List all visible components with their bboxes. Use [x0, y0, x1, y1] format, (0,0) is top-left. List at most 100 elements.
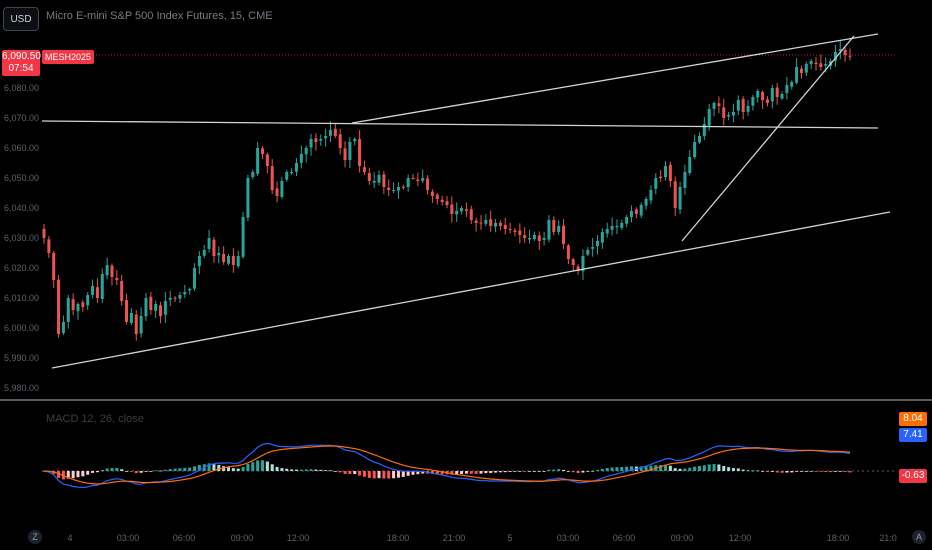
macd-histogram-bar [294, 469, 298, 471]
macd-histogram-bar [484, 471, 488, 474]
last-price-tag: 6,090.50 07:54 [2, 50, 41, 76]
candle-body [596, 241, 600, 247]
macd-histogram-bar [338, 471, 342, 473]
trendline-upper-channel[interactable] [351, 33, 879, 124]
macd-histogram-bar [178, 468, 182, 471]
macd-indicator-label[interactable]: MACD 12, 26, close [46, 413, 144, 425]
candle-body [489, 219, 493, 226]
macd-histogram-bar [494, 471, 498, 473]
price-tick-label: 6,060.00 [4, 143, 39, 153]
candle-body [523, 235, 527, 238]
candle-body [727, 115, 731, 117]
macd-histogram-bar [591, 470, 595, 472]
price-tick-label: 6,040.00 [4, 203, 39, 213]
time-tick-label: 06:00 [173, 533, 196, 543]
candle-body [552, 220, 556, 232]
macd-histogram-bar [833, 471, 837, 472]
macd-histogram-bar [163, 469, 167, 471]
time-axis[interactable]: 4 03:00 06:00 09:00 12:00 18:00 21:00 5 03:00 06:… [67, 533, 896, 543]
candle-body [756, 91, 760, 98]
macd-histogram-bar [435, 471, 439, 475]
candle-body [775, 87, 779, 97]
candle-body [154, 304, 158, 311]
candle-body [484, 220, 488, 224]
candle-body [630, 211, 634, 218]
macd-histogram-bar [678, 468, 682, 471]
macd-histogram-bar [290, 469, 294, 471]
macd-histogram-bar [222, 466, 226, 471]
macd-histogram-bar [387, 471, 391, 479]
candle-body [178, 295, 182, 299]
macd-histogram-bar [508, 471, 512, 472]
candle-body [508, 228, 512, 230]
macd-histogram-bar [557, 469, 561, 471]
macd-histogram-bar [532, 471, 536, 472]
macd-histogram-bar [236, 468, 240, 471]
candle-body [440, 199, 444, 202]
last-price: 6,090.50 [2, 51, 41, 62]
trendline-horizontal[interactable] [41, 120, 879, 129]
macd-histogram-bar [464, 471, 468, 474]
macd-histogram-bar [154, 470, 158, 472]
macd-histogram-bar [372, 471, 376, 479]
macd-histogram-bar [367, 471, 371, 478]
price-tick-label: 5,980.00 [4, 383, 39, 393]
candle-body [562, 225, 566, 244]
candle-body [212, 239, 216, 256]
macd-histogram-bar [770, 471, 774, 472]
candle-body [285, 172, 289, 180]
macd-histogram-bar [731, 468, 735, 471]
candle-body [81, 302, 85, 307]
candle-body [460, 208, 464, 212]
candle-body [91, 286, 95, 295]
macd-histogram-bar [343, 471, 347, 474]
macd-histogram-bar [100, 470, 104, 472]
price-tick-label: 6,030.00 [4, 233, 39, 243]
candle-body [557, 226, 561, 232]
macd-histogram-bar [562, 469, 566, 471]
macd-histogram-bar [120, 469, 124, 471]
price-tick-label: 6,020.00 [4, 263, 39, 273]
macd-histogram-bar [125, 471, 129, 472]
macd-histogram-bar [207, 463, 211, 471]
candle-body [547, 220, 551, 240]
candle-body [819, 63, 823, 67]
candle-body [115, 277, 119, 280]
macd-histogram-bar [285, 468, 289, 471]
candle-body [542, 238, 546, 240]
macd-histogram-bar [469, 471, 473, 474]
candle-body [241, 217, 245, 257]
candle-body [163, 301, 167, 315]
trendlines[interactable] [41, 33, 891, 369]
time-tick-label: 12:00 [729, 533, 752, 543]
candle-body [348, 142, 352, 160]
timezone-button[interactable]: Z [28, 530, 42, 544]
trendline-steep[interactable] [681, 35, 855, 242]
candle-body [275, 188, 279, 196]
candle-body [396, 187, 400, 191]
macd-histogram-bar [353, 471, 357, 475]
bar-countdown: 07:54 [8, 63, 34, 74]
macd-histogram-bar [751, 470, 755, 472]
candle-body [411, 177, 415, 179]
price-axis[interactable]: 5,980.00 5,990.00 6,000.00 6,010.00 6,020.00… [4, 83, 39, 393]
macd-histogram-bar [460, 471, 464, 475]
candle-body [571, 259, 575, 265]
macd-histogram-bar [474, 471, 478, 474]
candle-body [314, 138, 318, 142]
macd-histogram-bar [212, 464, 216, 471]
candle-body [445, 201, 449, 205]
macd-histogram-bar [625, 466, 629, 471]
trendline-lower-channel[interactable] [51, 211, 891, 369]
candle-body [736, 100, 740, 111]
candle-body [401, 186, 405, 188]
candle-body [251, 172, 255, 177]
candle-body [668, 164, 672, 181]
macd-histogram-bar [761, 471, 765, 472]
macd-histogram-bar [66, 471, 70, 479]
candle-body [319, 139, 323, 141]
macd-histogram-bar [275, 466, 279, 471]
currency-button[interactable]: USD [3, 7, 39, 31]
auto-scale-button[interactable]: A [912, 530, 926, 544]
